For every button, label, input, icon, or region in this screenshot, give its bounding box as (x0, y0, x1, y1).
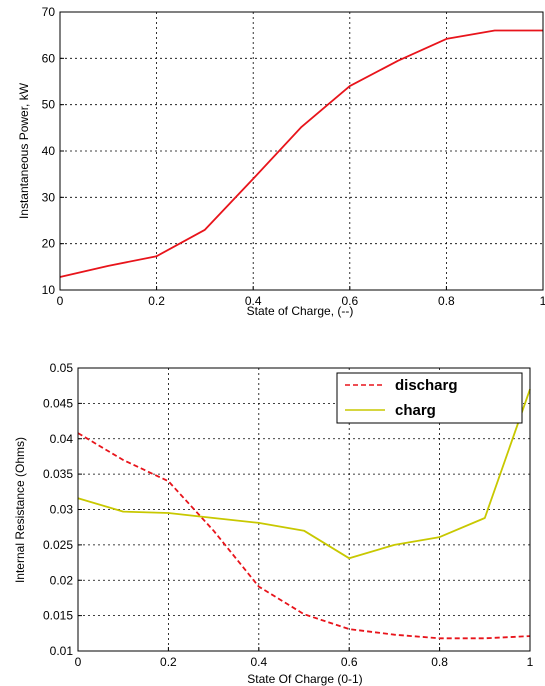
x-tick-label: 0.4 (250, 655, 267, 669)
legend-label-charg: charg (395, 402, 436, 419)
y-tick-label: 50 (42, 98, 56, 112)
series-lines (59, 29, 543, 278)
series-lines (77, 388, 531, 640)
x-tick-label: 1 (540, 294, 545, 308)
grid (60, 12, 543, 290)
axis-ticks: 0 0.2 0.4 0.6 0.8 1 0.01 0.015 0.02 0.025 0.03 0.03… (43, 361, 534, 669)
y-tick-label: 70 (42, 5, 56, 19)
y-tick-label: 40 (42, 144, 56, 158)
x-tick-label: 0.8 (438, 294, 455, 308)
resistance-chart: 0 0.2 0.4 0.6 0.8 1 0.01 0.015 0.02 0.025 0.03 0.03… (13, 361, 534, 686)
x-tick-label: 1 (527, 655, 534, 669)
x-axis-label: State of Charge, (--) (247, 304, 354, 318)
x-tick-label: 0 (75, 655, 82, 669)
y-tick-label: 0.02 (50, 573, 74, 587)
x-tick-label: 0.8 (431, 655, 448, 669)
y-tick-label: 0.015 (43, 609, 73, 623)
power-chart: 0 0.2 0.4 0.6 0.8 1 10 20 30 40 50 60 70 State of Ch… (17, 5, 545, 318)
x-tick-label: 0.2 (148, 294, 165, 308)
y-tick-label: 0.03 (50, 503, 74, 517)
y-tick-label: 0.01 (50, 644, 74, 658)
y-axis-label: Instantaneous Power, kW (17, 82, 31, 219)
y-tick-label: 30 (42, 190, 56, 204)
y-tick-label: 0.04 (50, 432, 74, 446)
legend-label-discharg: discharg (395, 377, 458, 394)
y-tick-label: 0.035 (43, 467, 73, 481)
legend: discharg charg (336, 372, 523, 424)
y-tick-label: 20 (42, 237, 56, 251)
y-tick-label: 0.05 (50, 361, 74, 375)
series-line-charg (77, 388, 531, 560)
x-tick-label: 0.6 (341, 294, 358, 308)
y-axis-label: Internal Resistance (Ohms) (13, 437, 27, 583)
x-tick-label: 0.4 (245, 294, 262, 308)
y-tick-label: 60 (42, 51, 56, 65)
x-tick-label: 0 (57, 294, 64, 308)
y-tick-label: 0.045 (43, 396, 73, 410)
y-tick-label: 0.025 (43, 538, 73, 552)
x-tick-label: 0.6 (341, 655, 358, 669)
legend-box (336, 372, 523, 424)
x-tick-label: 0.2 (160, 655, 177, 669)
x-axis-label: State Of Charge (0-1) (247, 672, 362, 686)
grid (78, 368, 530, 651)
axis-ticks: 0 0.2 0.4 0.6 0.8 1 10 20 30 40 50 60 70 (42, 5, 545, 308)
y-tick-label: 10 (42, 283, 56, 297)
series-line-series-0 (59, 29, 543, 278)
